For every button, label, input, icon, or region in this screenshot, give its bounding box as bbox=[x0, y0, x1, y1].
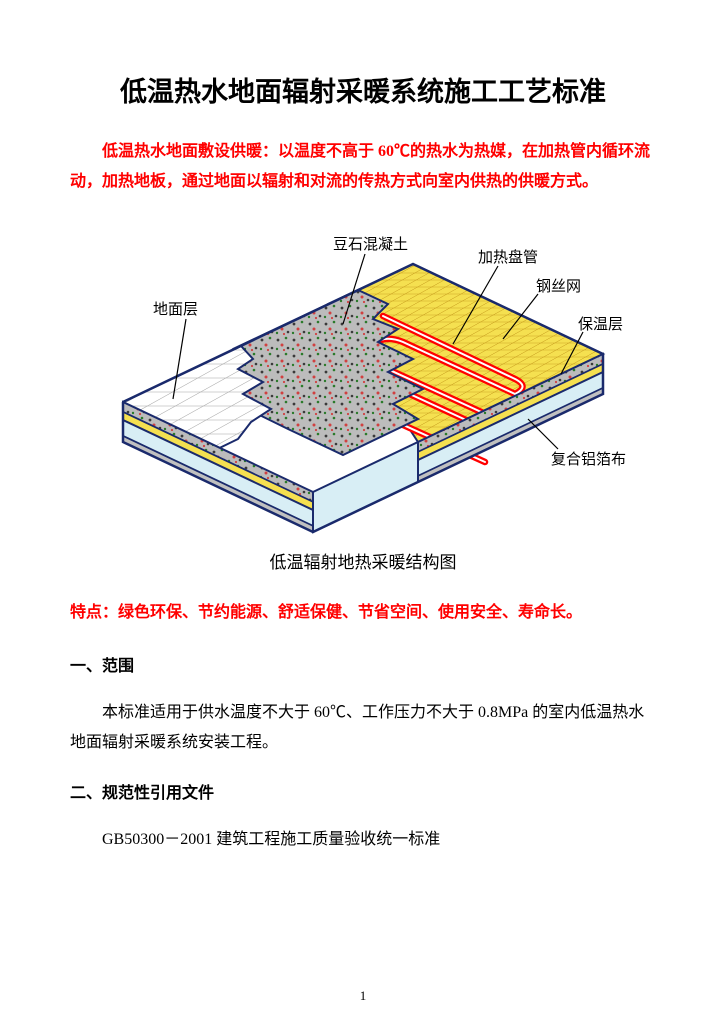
diagram-svg: 地面层 豆石混凝土 加热盘管 钢丝网 保温层 复合铝箔布 bbox=[83, 224, 643, 534]
foil-label: 复合铝箔布 bbox=[551, 450, 626, 468]
coil-label: 加热盘管 bbox=[478, 248, 538, 266]
document-title: 低温热水地面辐射采暖系统施工工艺标准 bbox=[70, 70, 656, 109]
section-2-heading: 二、规范性引用文件 bbox=[70, 779, 656, 803]
intro-paragraph: 低温热水地面敷设供暖：以温度不高于 60℃的热水为热媒，在加热管内循环流动，加热… bbox=[70, 137, 656, 196]
features-line: 特点：绿色环保、节约能源、舒适保健、节省空间、使用安全、寿命长。 bbox=[70, 599, 656, 628]
page-number: 1 bbox=[0, 988, 726, 1004]
structure-diagram: 地面层 豆石混凝土 加热盘管 钢丝网 保温层 复合铝箔布 bbox=[83, 224, 643, 534]
section-1-heading: 一、范围 bbox=[70, 652, 656, 676]
insulation-label: 保温层 bbox=[578, 316, 623, 333]
section-1-body: 本标准适用于供水温度不大于 60℃、工作压力不大于 0.8MPa 的室内低温热水… bbox=[70, 698, 656, 757]
section-2-reference: GB50300－2001 建筑工程施工质量验收统一标准 bbox=[70, 825, 656, 855]
concrete-label: 豆石混凝土 bbox=[333, 236, 408, 253]
floor-label: 地面层 bbox=[153, 301, 198, 318]
mesh-label: 钢丝网 bbox=[536, 278, 581, 295]
diagram-caption: 低温辐射地热采暖结构图 bbox=[70, 548, 656, 573]
